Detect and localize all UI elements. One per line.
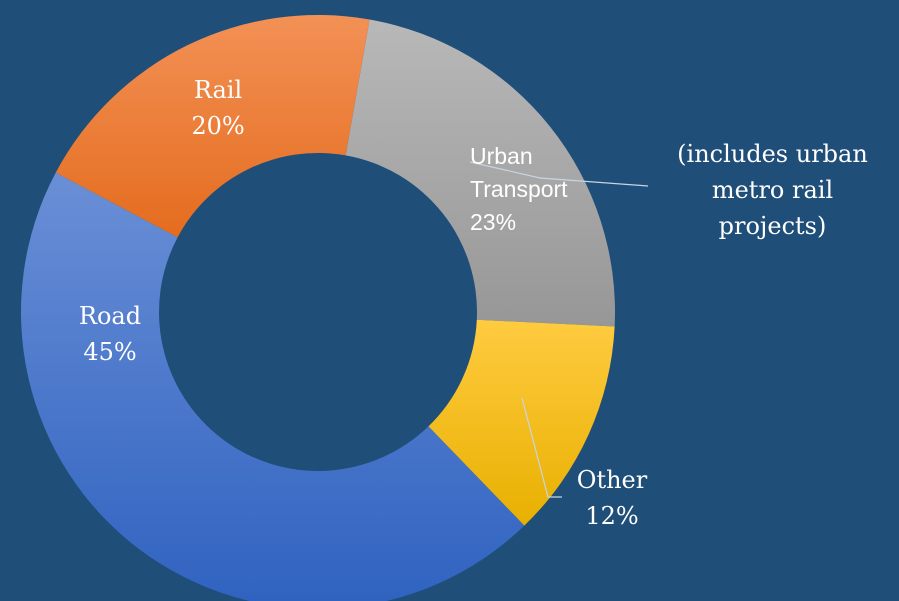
data-label: Other 12%	[562, 462, 662, 534]
data-label: Road 45%	[60, 298, 160, 370]
category-label: Other	[576, 466, 648, 494]
donut-slice	[428, 319, 615, 526]
value-label: 45%	[83, 338, 137, 366]
category-label: Road	[78, 302, 142, 330]
category-label: Rail	[193, 76, 243, 104]
donut-slice	[55, 15, 370, 238]
value-label: 12%	[585, 502, 639, 530]
value-label: 20%	[191, 112, 245, 140]
category-label: Urban Transport	[470, 143, 568, 202]
leader-line	[521, 397, 562, 498]
leader-line	[469, 161, 649, 187]
donut-slice	[21, 172, 525, 601]
data-label: Urban Transport 23%	[470, 140, 600, 239]
annotation: (includes urban metro rail projects)	[677, 140, 868, 240]
value-label: 23%	[470, 209, 517, 235]
data-label: Rail 20%	[168, 72, 268, 144]
donut-slice	[345, 19, 615, 327]
